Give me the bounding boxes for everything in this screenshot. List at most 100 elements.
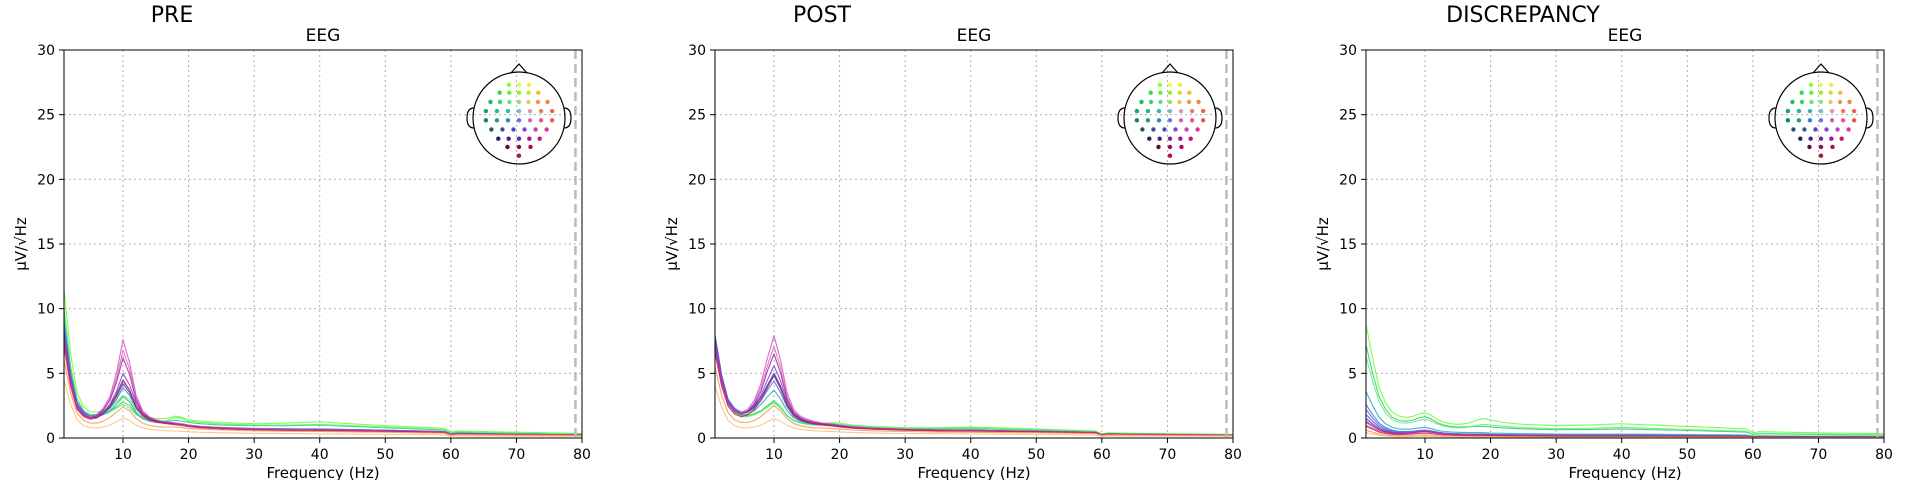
sensor-dot (1791, 127, 1796, 132)
sensor-dot (516, 136, 522, 141)
sensor-dot (1145, 108, 1151, 114)
chart-panel-discrepancy: DISCREPANCY EEG 10 20 30 40 50 60 70 80 0 5 10 15 20 25… (1314, 3, 1893, 480)
sensor-dot (526, 99, 531, 105)
sensor-dot (1828, 90, 1833, 95)
sensor-dot (522, 127, 527, 132)
sensor-dot (544, 127, 549, 132)
sensor-dot (1785, 118, 1791, 123)
sensor-dot (494, 108, 500, 114)
sensor-dot (1785, 108, 1791, 114)
x-tick-label: 80 (1875, 447, 1893, 463)
sensor-dot (1829, 136, 1834, 141)
x-tick-label: 40 (1613, 447, 1631, 463)
y-tick-label: 20 (1339, 172, 1357, 188)
sensor-dot (527, 118, 533, 123)
head-outline (1774, 71, 1868, 165)
y-tick-label: 15 (688, 237, 706, 253)
series-line (1365, 404, 1885, 438)
sensor-dot (505, 144, 510, 150)
sensor-dot (1828, 99, 1833, 105)
x-axis-label: Frequency (Hz) (1568, 464, 1681, 480)
sensor-dot (527, 136, 532, 141)
sensor-dot (1178, 136, 1183, 141)
sensor-dot (1179, 144, 1184, 150)
sensor-dot (1139, 99, 1144, 105)
sensor-dot (1818, 90, 1824, 95)
axes-title: EEG (957, 26, 992, 46)
series-line (63, 337, 583, 436)
right-ear-outline (563, 107, 572, 129)
sensor-dot (1835, 127, 1840, 132)
sensor-dot (1818, 99, 1824, 105)
sensor-dot (1818, 82, 1824, 88)
sensor-dot (1167, 82, 1173, 88)
sensor-dot (1148, 90, 1153, 95)
sensor-dot (1828, 82, 1834, 88)
sensor-dot (1158, 90, 1163, 95)
y-tick-label: 15 (1339, 237, 1357, 253)
sensor-dot (516, 153, 522, 158)
sensor-dot (1807, 118, 1813, 123)
sensor-dot (488, 99, 493, 105)
sensor-dot (516, 90, 522, 95)
sensor-dot (1830, 144, 1835, 150)
y-tick-label: 20 (688, 172, 706, 188)
sensor-dot (1802, 127, 1807, 132)
sensor-dot (1818, 144, 1824, 150)
sensor-dot (494, 118, 500, 123)
sensor-dot (1796, 118, 1802, 123)
x-tick-label: 70 (508, 447, 526, 463)
sensor-dot (1847, 99, 1852, 105)
sensor-dot (1799, 99, 1805, 105)
sensor-dot (1178, 118, 1184, 123)
series-line (63, 379, 583, 437)
x-axis-label: Frequency (Hz) (266, 464, 379, 480)
sensor-dot (1796, 108, 1802, 114)
sensor-dot (1807, 108, 1813, 114)
sensor-dot (1807, 144, 1812, 150)
panel-title: POST (793, 3, 852, 28)
y-axis-label: µV/√Hz (12, 217, 30, 271)
x-tick-label: 40 (311, 447, 329, 463)
y-tick-label: 25 (688, 108, 706, 124)
sensor-dot (516, 82, 522, 88)
sensor-dot (1809, 90, 1814, 95)
x-tick-label: 30 (245, 447, 263, 463)
sensor-dot (1177, 99, 1182, 105)
sensor-dot (1838, 90, 1843, 95)
left-ear-outline (1768, 107, 1777, 129)
sensor-dot (1189, 118, 1195, 123)
x-tick-label: 50 (376, 447, 394, 463)
y-tick-label: 5 (697, 366, 706, 382)
sensor-dot (489, 127, 494, 132)
sensor-dot (1837, 99, 1843, 105)
sensor-dot (533, 127, 538, 132)
panel-title: DISCREPANCY (1446, 3, 1600, 28)
sensor-dot (507, 99, 512, 105)
head-outline (472, 71, 566, 165)
sensor-dot (483, 118, 489, 123)
topomap-inset (1768, 63, 1874, 165)
series-line (714, 352, 1234, 436)
nose-outline (510, 63, 528, 74)
sensor-dot (1790, 99, 1795, 105)
sensor-dot (1200, 108, 1206, 114)
sensor-dot (497, 90, 502, 95)
x-tick-label: 60 (1093, 447, 1111, 463)
sensor-dot (1851, 118, 1857, 123)
sensor-dot (497, 99, 503, 105)
sensor-dot (1140, 127, 1145, 132)
y-tick-label: 30 (37, 43, 55, 59)
series-line (714, 346, 1234, 436)
sensor-dot (1809, 99, 1814, 105)
sensor-dot (1818, 153, 1824, 158)
x-tick-label: 30 (1547, 447, 1565, 463)
sensor-dot (1162, 127, 1167, 132)
x-tick-label: 50 (1027, 447, 1045, 463)
y-tick-label: 15 (37, 237, 55, 253)
sensor-dot (1167, 136, 1173, 141)
x-tick-label: 20 (1482, 447, 1500, 463)
left-ear-outline (1117, 107, 1126, 129)
sensor-dot (536, 90, 541, 95)
